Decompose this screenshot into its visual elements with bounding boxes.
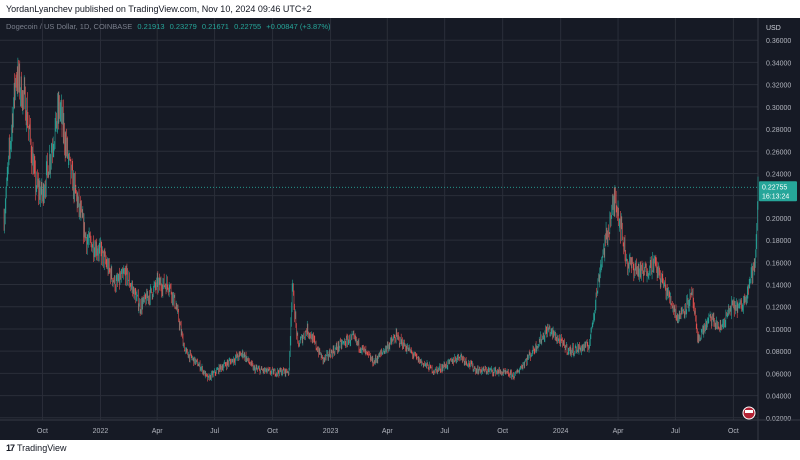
brand[interactable]: 17 TradingView xyxy=(6,443,67,453)
y-tick-label: 0.16000 xyxy=(766,260,791,267)
legend-change: +0.00847 (+3.87%) xyxy=(266,22,331,31)
tradingview-logo-icon: 17 xyxy=(6,443,15,453)
legend-low: 0.21671 xyxy=(201,22,229,31)
y-tick-label: 0.04000 xyxy=(766,394,791,401)
x-tick-label: Oct xyxy=(728,428,739,435)
legend-open: 0.21913 xyxy=(137,22,165,31)
price-chart[interactable]: 0.02000 0.04000 0.06000 0.08000 0.10000 0.120… xyxy=(0,18,800,440)
footer-bar xyxy=(0,440,800,460)
countdown-label: 16:13:24 xyxy=(762,193,789,200)
y-tick-label: 0.08000 xyxy=(766,349,791,356)
x-tick-label: 2024 xyxy=(553,428,569,435)
currency-label: USD xyxy=(766,25,781,32)
x-tick-label: Jul xyxy=(440,428,449,435)
flag-stripe xyxy=(745,410,753,413)
brand-name: TradingView xyxy=(17,443,67,453)
y-tick-label: 0.28000 xyxy=(766,127,791,134)
last-price-label: 0.22755 xyxy=(762,184,787,191)
x-tick-label: 2023 xyxy=(323,428,339,435)
x-tick-label: Oct xyxy=(37,428,48,435)
y-tick-label: 0.02000 xyxy=(766,416,791,423)
symbol-legend: Dogecoin / US Dollar, 1D, COINBASE 0.219… xyxy=(6,22,331,31)
y-tick-label: 0.30000 xyxy=(766,105,791,112)
x-tick-label: 2022 xyxy=(93,428,109,435)
x-tick-label: Oct xyxy=(497,428,508,435)
x-tick-label: Apr xyxy=(382,428,394,435)
y-tick-label: 0.06000 xyxy=(766,371,791,378)
chart-frame[interactable]: 0.02000 0.04000 0.06000 0.08000 0.10000 0.120… xyxy=(0,18,800,440)
y-tick-label: 0.34000 xyxy=(766,60,791,67)
legend-close: 0.22755 xyxy=(234,22,262,31)
y-tick-label: 0.32000 xyxy=(766,83,791,90)
y-tick-label: 0.18000 xyxy=(766,238,791,245)
y-tick-label: 0.24000 xyxy=(766,171,791,178)
y-tick-label: 0.12000 xyxy=(766,305,791,312)
x-tick-label: Apr xyxy=(613,428,625,435)
published-text: YordanLyanchev published on TradingView.… xyxy=(6,4,312,14)
x-tick-label: Jul xyxy=(210,428,219,435)
symbol-name: Dogecoin / US Dollar, 1D, COINBASE xyxy=(6,22,133,31)
legend-high: 0.23279 xyxy=(169,22,197,31)
y-tick-label: 0.20000 xyxy=(766,216,791,223)
x-tick-label: Oct xyxy=(267,428,278,435)
x-tick-label: Apr xyxy=(152,428,164,435)
published-header: YordanLyanchev published on TradingView.… xyxy=(0,0,800,18)
y-tick-label: 0.14000 xyxy=(766,283,791,290)
candles xyxy=(3,57,759,382)
last-price-tag xyxy=(759,181,797,202)
y-tick-label: 0.36000 xyxy=(766,38,791,45)
y-tick-label: 0.10000 xyxy=(766,327,791,334)
x-tick-label: Jul xyxy=(671,428,680,435)
y-tick-label: 0.26000 xyxy=(766,149,791,156)
